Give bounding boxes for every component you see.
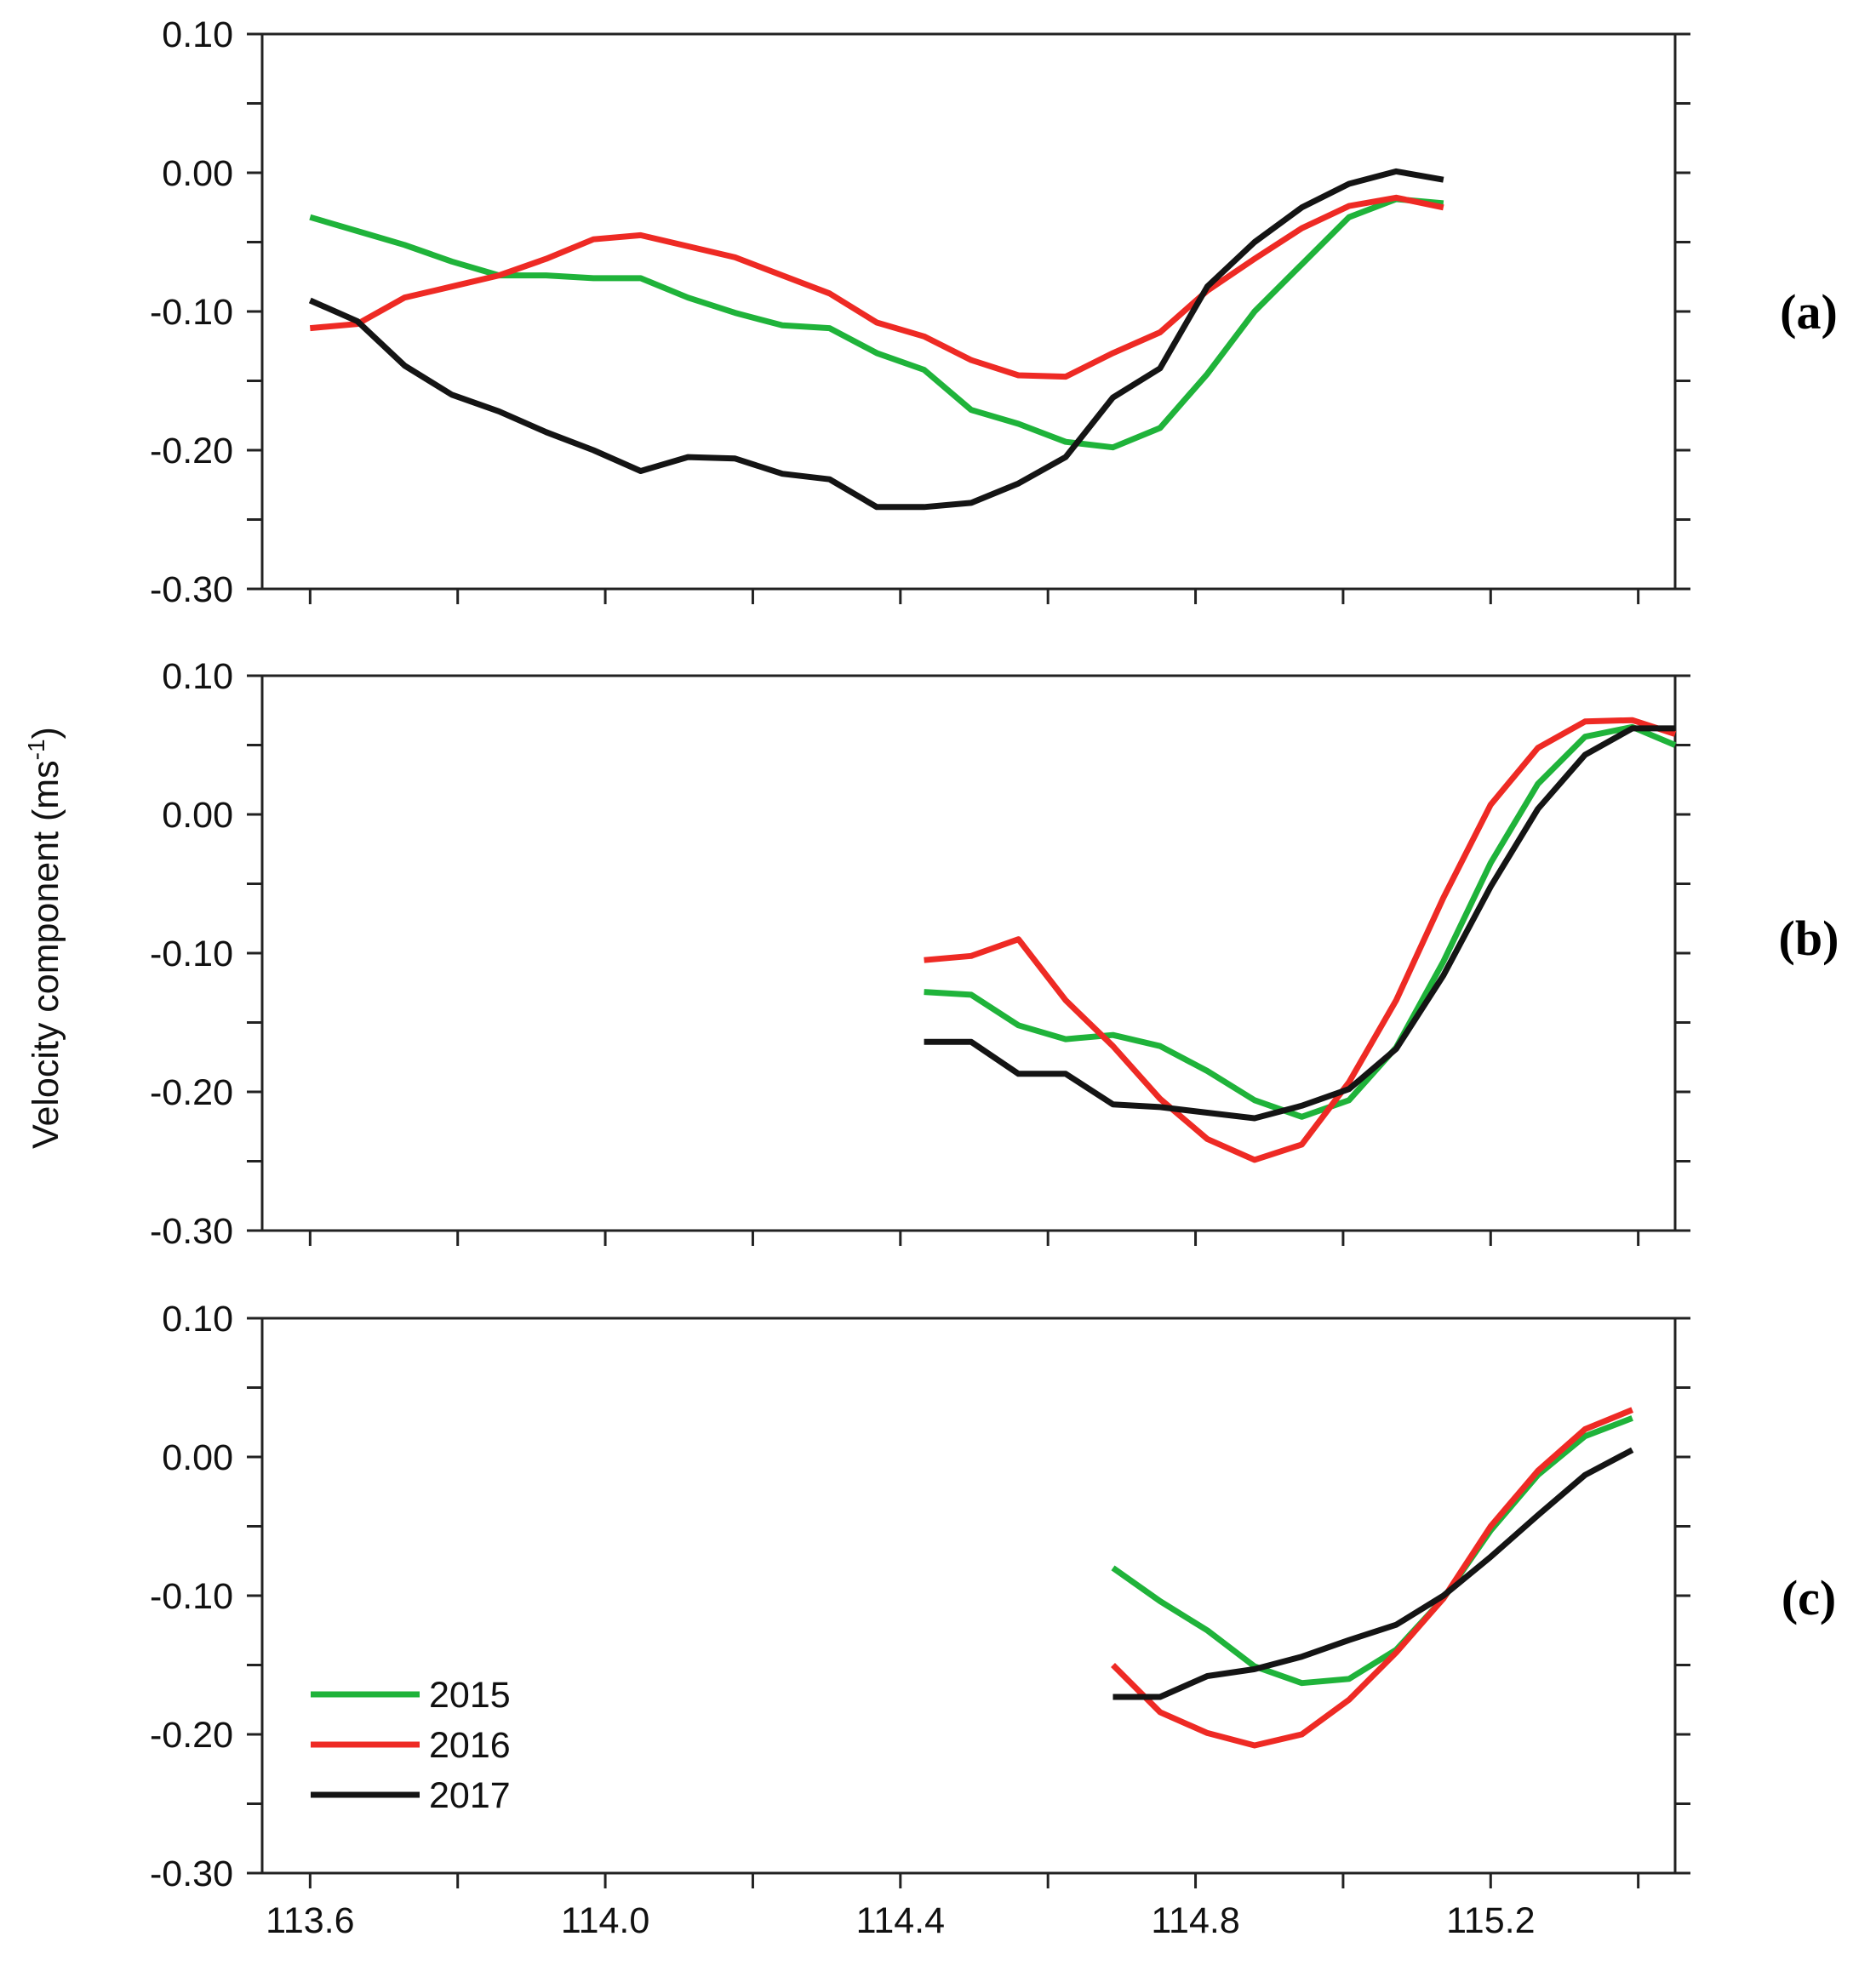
- y-tick-label: -0.20: [150, 1715, 233, 1756]
- y-axis-label: Velocity component (ms-1): [23, 727, 66, 1149]
- series-line-2016: [309, 194, 1444, 380]
- x-tick-label: 114.0: [561, 1900, 649, 1941]
- y-tick-label: -0.10: [150, 292, 233, 333]
- x-tick-label: 115.2: [1446, 1900, 1535, 1941]
- x-tick-label: 113.6: [266, 1900, 354, 1941]
- panels: 0.10 0.00 -0.10 -0.20 -0.30 (a) 0.10 0.00 -0.10 -…: [150, 14, 1839, 1941]
- y-tick-label: 0.00: [162, 795, 233, 836]
- panel-b: 0.10 0.00 -0.10 -0.20 -0.30 (b): [150, 656, 1839, 1252]
- y-tick-label: -0.10: [150, 934, 233, 974]
- y-tick-label: 0.00: [162, 1437, 233, 1478]
- y-tick-label: 0.10: [162, 14, 233, 55]
- legend-label: 2016: [429, 1725, 511, 1766]
- y-tick-label: 0.10: [162, 1299, 233, 1340]
- y-tick-label: -0.20: [150, 431, 233, 471]
- series-line-2016: [1111, 1407, 1634, 1749]
- y-axis-label-superscript: -1: [23, 739, 49, 760]
- x-tick-label: 114.4: [856, 1900, 945, 1941]
- panel-label: (b): [1779, 911, 1839, 966]
- y-tick-label: -0.30: [150, 1211, 233, 1252]
- y-tick-label: -0.30: [150, 569, 233, 610]
- y-tick-label: -0.30: [150, 1854, 233, 1894]
- legend-label: 2015: [429, 1675, 511, 1716]
- panel-label: (c): [1782, 1570, 1836, 1625]
- y-tick-label: -0.20: [150, 1072, 233, 1113]
- legend: 2015 2016 2017: [311, 1675, 511, 1816]
- legend-item-2015: 2015: [311, 1675, 511, 1716]
- panel-label: (a): [1780, 284, 1838, 340]
- legend-item-2016: 2016: [311, 1725, 511, 1766]
- series-line-2016: [924, 717, 1677, 1163]
- y-axis-label-close: ): [26, 727, 66, 739]
- series-line-2017: [1112, 1447, 1634, 1700]
- panel-c: 0.10 0.00 -0.10 -0.20 -0.30 113.6 114.0 114.4 11…: [150, 1299, 1836, 1941]
- y-tick-label: 0.10: [162, 656, 233, 697]
- legend-item-2017: 2017: [311, 1775, 511, 1816]
- series-line-2015: [1111, 1415, 1633, 1687]
- series-line-2017: [308, 168, 1444, 511]
- series-line-2015: [924, 723, 1677, 1120]
- y-tick-label: 0.00: [162, 153, 233, 194]
- legend-label: 2017: [429, 1775, 511, 1816]
- plot-frame: [260, 674, 1677, 1232]
- panel-a: 0.10 0.00 -0.10 -0.20 -0.30 (a): [150, 14, 1838, 610]
- x-tick-label: 114.8: [1151, 1900, 1239, 1941]
- series-line-2017: [924, 725, 1675, 1122]
- y-axis-label-text: Velocity component (ms: [26, 760, 66, 1148]
- y-tick-label: -0.10: [150, 1576, 233, 1617]
